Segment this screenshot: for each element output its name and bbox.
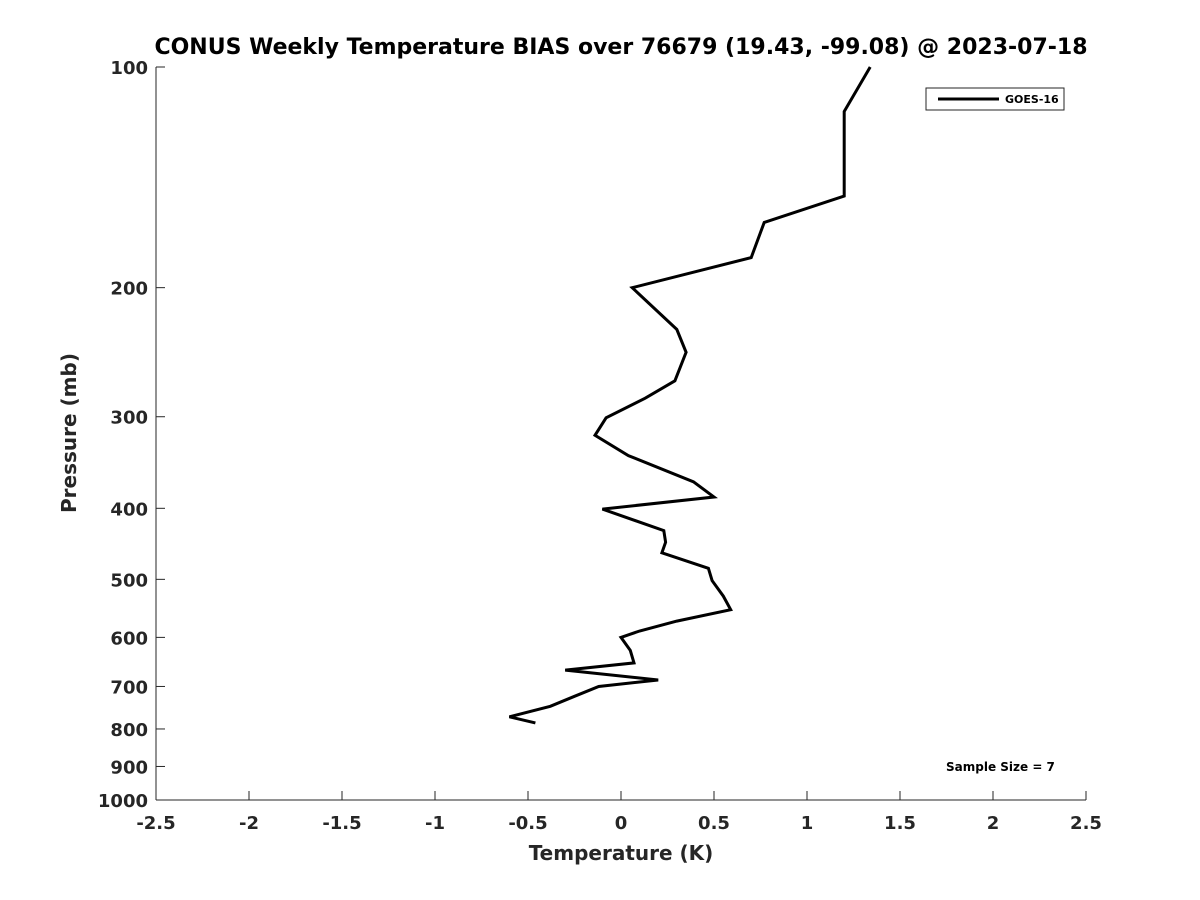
- legend: GOES-16: [925, 87, 1065, 111]
- x-tick-label: 0.5: [698, 813, 730, 834]
- x-axis: -2.5 -2 -1.5 -1 -0.5 0 0.5 1 1.5 2 2.5: [136, 791, 1102, 834]
- y-axis-label: Pressure (mb): [57, 353, 81, 513]
- y-tick-label: 100: [110, 58, 148, 79]
- y-tick-label: 1000: [98, 791, 148, 812]
- y-tick-label: 900: [110, 757, 148, 778]
- x-tick-label: -1.5: [322, 813, 361, 834]
- y-axis: 100 200 300 400 500 600 700 800 900 1000: [98, 58, 165, 812]
- y-tick-label: 400: [110, 499, 148, 520]
- sample-size-note: Sample Size = 7: [946, 760, 1055, 774]
- x-tick-label: 2: [987, 813, 1000, 834]
- x-tick-label: 1.5: [884, 813, 916, 834]
- plot-area: [156, 67, 1086, 800]
- x-tick-label: -0.5: [508, 813, 547, 834]
- x-tick-label: 0: [615, 813, 628, 834]
- x-axis-label: Temperature (K): [529, 841, 714, 865]
- y-tick-label: 600: [110, 628, 148, 649]
- x-tick-label: 1: [801, 813, 814, 834]
- series-layer: [509, 66, 872, 725]
- y-tick-label: 500: [110, 570, 148, 591]
- x-tick-label: 2.5: [1070, 813, 1102, 834]
- x-tick-label: -1: [425, 813, 445, 834]
- legend-entry: GOES-16: [1005, 93, 1059, 106]
- x-tick-label: -2: [239, 813, 259, 834]
- x-tick-label: -2.5: [136, 813, 175, 834]
- y-tick-label: 800: [110, 720, 148, 741]
- series-line-goes-16: [509, 66, 872, 725]
- chart-title: CONUS Weekly Temperature BIAS over 76679…: [154, 35, 1087, 60]
- y-tick-label: 700: [110, 677, 148, 698]
- y-tick-label: 200: [110, 279, 148, 300]
- y-tick-label: 300: [110, 408, 148, 429]
